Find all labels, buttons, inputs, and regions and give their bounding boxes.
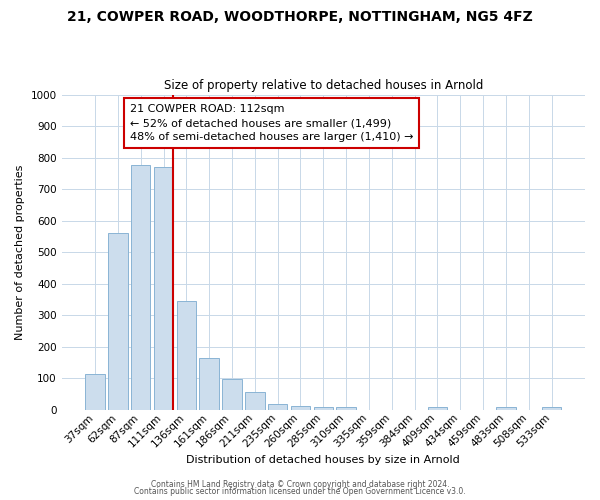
Bar [291,406,310,410]
Bar [108,234,128,410]
Bar [542,406,561,410]
Text: Contains public sector information licensed under the Open Government Licence v3: Contains public sector information licen… [134,487,466,496]
Bar [154,167,173,410]
Bar [85,374,105,410]
Bar [496,406,515,410]
X-axis label: Distribution of detached houses by size in Arnold: Distribution of detached houses by size … [187,455,460,465]
Bar [337,408,356,410]
Bar [268,404,287,410]
Bar [176,301,196,410]
Title: Size of property relative to detached houses in Arnold: Size of property relative to detached ho… [164,79,483,92]
Bar [131,166,151,410]
Text: 21, COWPER ROAD, WOODTHORPE, NOTTINGHAM, NG5 4FZ: 21, COWPER ROAD, WOODTHORPE, NOTTINGHAM,… [67,10,533,24]
Bar [199,358,219,410]
Bar [222,379,242,410]
Bar [314,406,333,410]
Bar [428,406,447,410]
Y-axis label: Number of detached properties: Number of detached properties [15,164,25,340]
Text: 21 COWPER ROAD: 112sqm
← 52% of detached houses are smaller (1,499)
48% of semi-: 21 COWPER ROAD: 112sqm ← 52% of detached… [130,104,413,142]
Text: Contains HM Land Registry data © Crown copyright and database right 2024.: Contains HM Land Registry data © Crown c… [151,480,449,489]
Bar [245,392,265,410]
